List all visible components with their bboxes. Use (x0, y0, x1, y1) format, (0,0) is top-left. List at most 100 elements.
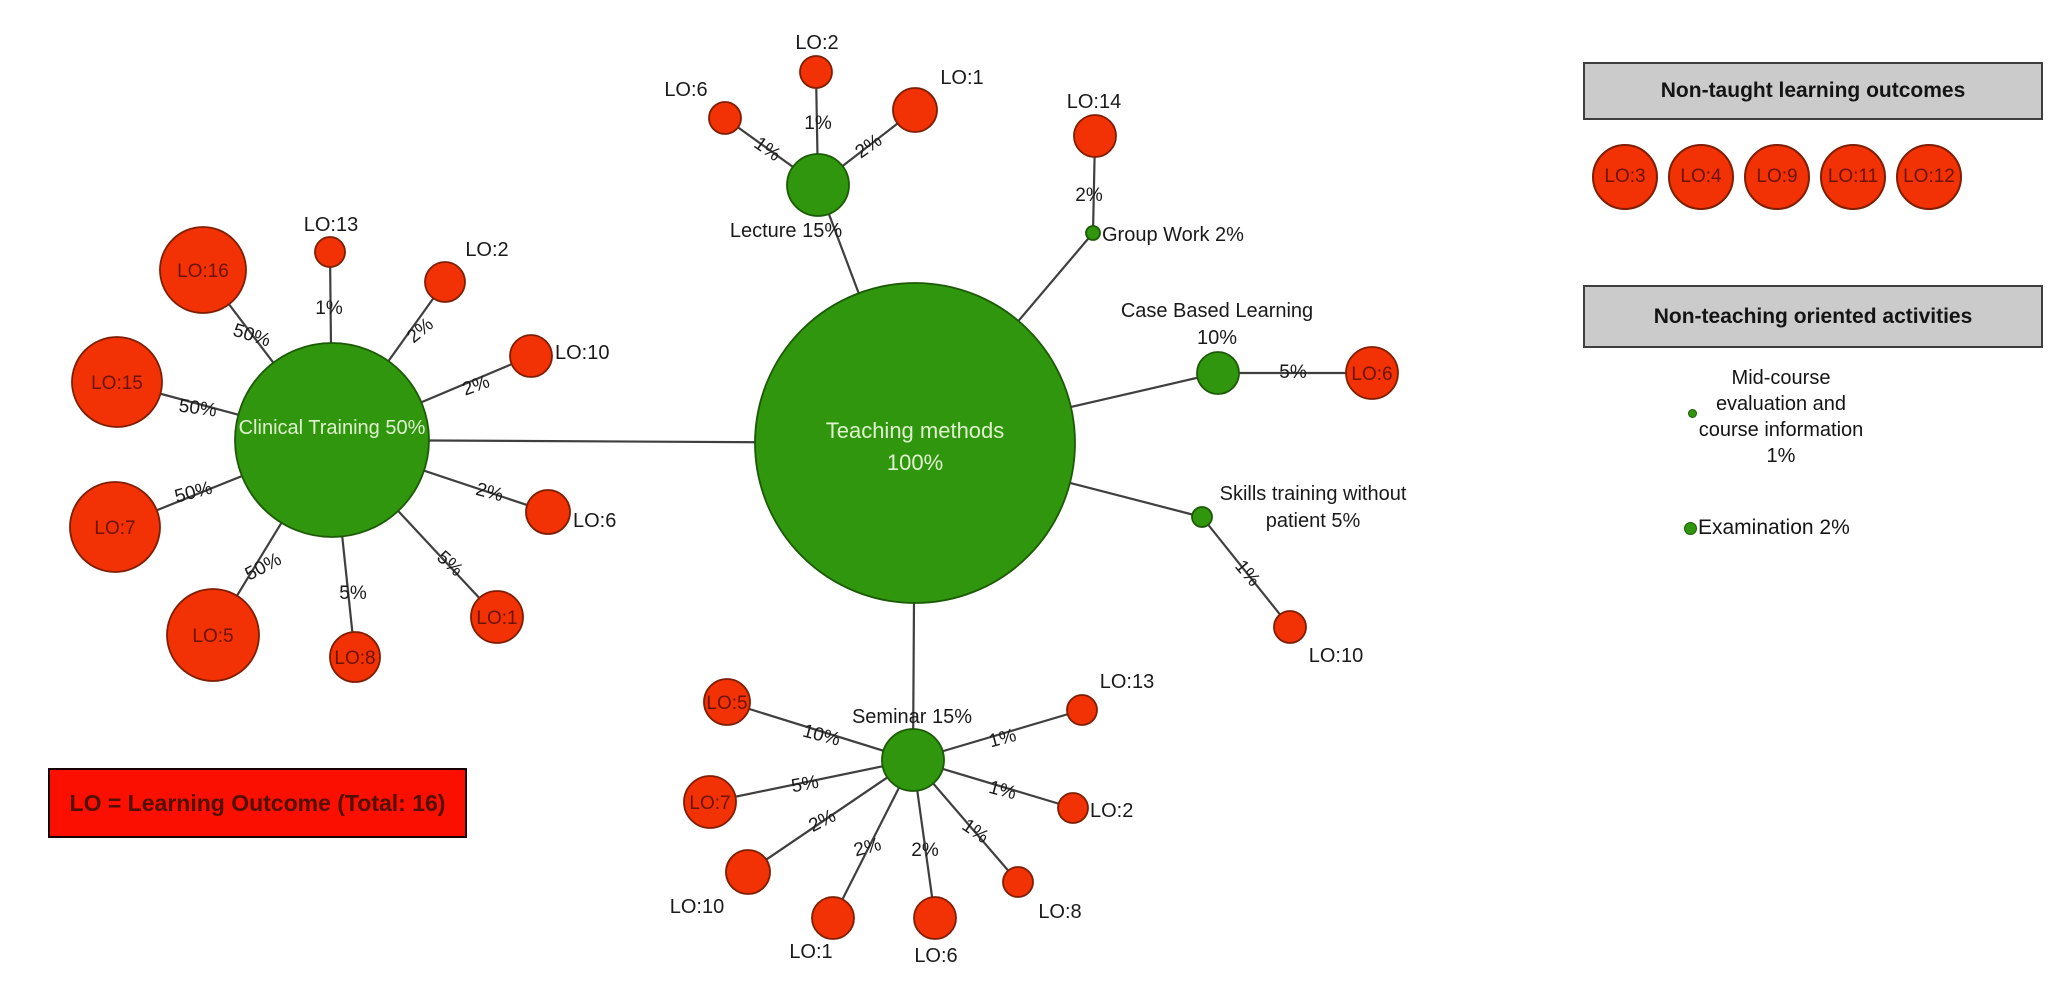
group-work-lo14-label: LO:14 (1067, 91, 1121, 113)
node-clinical-lo7-label: LO:7 (94, 518, 135, 539)
clinical-lo13-label: LO:13 (304, 214, 358, 236)
percent-label-clinical-lo7: 50% (172, 478, 214, 508)
mid-course-line: course information (1698, 419, 1864, 441)
activity-mid-course-evaluation: Mid-course evaluation and course informati… (1652, 365, 1910, 469)
skills-label-line2: patient 5% (1266, 510, 1361, 532)
node-lecture-lo2 (799, 55, 833, 89)
percent-label-skills-lo10: 1% (1230, 556, 1264, 591)
percent-label-clinical-lo15: 50% (177, 396, 218, 422)
seminar-lo2-label: LO:2 (1090, 800, 1133, 822)
percent-label-clinical-lo5: 50% (242, 549, 286, 585)
percent-label-clinical-lo8: 5% (339, 583, 367, 604)
mid-course-line: 1% (1766, 445, 1796, 467)
mid-course-text: Mid-course evaluation and course informati… (1652, 365, 1910, 469)
node-clinical-lo10 (509, 334, 553, 378)
node-teaching-methods-hub-label: Teaching methods (826, 418, 1005, 443)
percent-label-seminar-lo6: 2% (911, 840, 939, 861)
node-seminar-lo7 (683, 775, 737, 829)
percent-label-group-work-lo14: 2% (1075, 185, 1103, 206)
green-dot-icon (1684, 521, 1697, 535)
mid-course-line: Mid-course (1731, 367, 1831, 389)
node-clinical-lo13 (314, 236, 346, 268)
percent-label-seminar-lo8: 1% (958, 815, 993, 848)
node-cbl-lo6-label: LO:6 (1351, 364, 1392, 385)
edge-seminar-hub--seminar-lo10 (747, 759, 914, 873)
lo-legend-box: LO = Learning Outcome (Total: 16) (48, 768, 467, 838)
green-dot-icon (1688, 409, 1697, 418)
node-skills-lo10 (1273, 610, 1307, 644)
node-clinical-training-hub (234, 342, 430, 538)
cbl-label-line1: Case Based Learning (1121, 300, 1313, 322)
skills-label-line1: Skills training without (1220, 483, 1407, 505)
percent-label-seminar-lo1: 2% (852, 834, 884, 861)
non-teaching-header: Non-teaching oriented activities (1583, 285, 2043, 348)
clinical-lo10-label: LO:10 (555, 342, 609, 364)
node-clinical-lo7 (69, 481, 161, 573)
seminar-lo6-label: LO:6 (914, 945, 957, 967)
node-clinical-lo5-label: LO:5 (192, 626, 233, 647)
non-taught-lo3: LO:3 (1592, 144, 1658, 210)
percent-label-seminar-lo13: 1% (987, 725, 1019, 752)
node-group-work-lo14 (1073, 114, 1117, 158)
non-taught-header: Non-taught learning outcomes (1583, 62, 2043, 120)
node-lecture-lo1 (892, 87, 938, 133)
node-teaching-methods-hub-label: 100% (887, 450, 943, 475)
non-taught-lo11: LO:11 (1820, 144, 1886, 210)
edge-seminar-hub--seminar-lo7 (709, 758, 914, 804)
cbl-label-line2: 10% (1197, 327, 1237, 349)
lecture-label: Lecture 15% (730, 220, 843, 242)
non-taught-lo9: LO:9 (1744, 144, 1810, 210)
percent-label-seminar-lo10: 2% (805, 805, 839, 836)
percent-label-clinical-lo6: 2% (473, 479, 505, 506)
skills-lo10-label: LO:10 (1309, 645, 1363, 667)
non-taught-lo4: LO:4 (1668, 144, 1734, 210)
node-clinical-lo6 (525, 489, 571, 535)
seminar-lo1-label: LO:1 (789, 941, 832, 963)
percent-label-clinical-lo10: 2% (460, 371, 493, 400)
percent-label-cbl-lo6: 5% (1279, 362, 1307, 383)
lecture-lo2-label: LO:2 (795, 32, 838, 54)
seminar-label: Seminar 15% (852, 706, 972, 728)
node-seminar-lo6 (913, 896, 957, 940)
edge-skills-training-dot--skills-lo10 (1201, 516, 1291, 628)
lecture-lo6-label: LO:6 (664, 79, 707, 101)
node-seminar-hub (881, 728, 945, 792)
percent-label-lecture-lo2: 1% (804, 113, 832, 134)
seminar-lo13-label: LO:13 (1100, 671, 1154, 693)
percent-label-lecture-lo6: 1% (750, 133, 785, 166)
node-seminar-lo7-label: LO:7 (689, 793, 730, 814)
node-clinical-lo5 (166, 588, 260, 682)
group-work-label: Group Work 2% (1102, 224, 1244, 246)
node-seminar-lo10 (725, 849, 771, 895)
node-clinical-training-hub-label: Clinical Training 50% (239, 417, 426, 439)
edge-seminar-hub--seminar-lo5 (726, 700, 914, 762)
node-clinical-lo2 (424, 261, 466, 303)
seminar-lo10-label: LO:10 (670, 896, 724, 918)
node-clinical-lo15-label: LO:15 (91, 373, 143, 394)
node-skills-training-dot (1191, 506, 1213, 528)
node-seminar-lo13 (1066, 694, 1098, 726)
node-clinical-lo8 (329, 631, 381, 683)
node-case-based-learning-hub (1196, 351, 1240, 395)
node-lecture-hub (786, 153, 850, 217)
node-group-work-dot (1085, 225, 1101, 241)
percent-label-clinical-lo13: 1% (315, 298, 343, 319)
node-clinical-lo15 (71, 336, 163, 428)
node-clinical-lo1 (470, 590, 524, 644)
percent-label-clinical-lo16: 50% (230, 320, 273, 352)
node-seminar-lo8 (1002, 866, 1034, 898)
node-seminar-lo5 (703, 678, 751, 726)
activity-examination: Examination 2% (1684, 516, 1850, 540)
examination-label: Examination 2% (1698, 516, 1850, 539)
percent-label-seminar-lo2: 1% (986, 777, 1018, 804)
percent-label-seminar-lo5: 10% (800, 721, 842, 751)
node-lecture-lo6 (708, 101, 742, 135)
node-seminar-lo2 (1057, 792, 1089, 824)
node-teaching-methods-hub (754, 282, 1076, 604)
node-seminar-lo5-label: LO:5 (706, 693, 747, 714)
non-taught-lo-row: LO:3 LO:4 LO:9 LO:11 LO:12 (1592, 144, 1962, 210)
node-clinical-lo1-label: LO:1 (476, 608, 517, 629)
lecture-lo1-label: LO:1 (940, 67, 983, 89)
percent-label-clinical-lo2: 2% (403, 314, 438, 348)
